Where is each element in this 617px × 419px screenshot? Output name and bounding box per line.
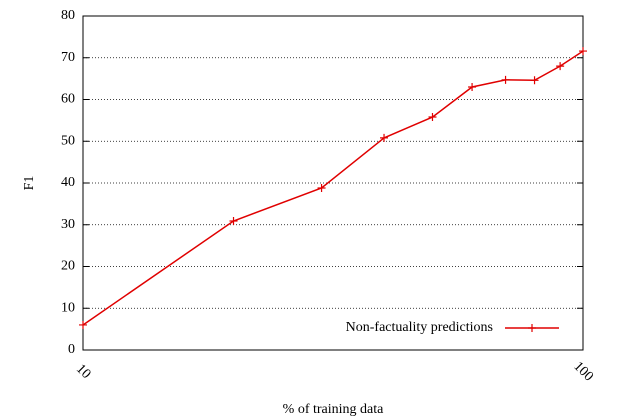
data-point bbox=[229, 216, 238, 225]
y-tick-label: 60 bbox=[61, 92, 75, 107]
y-tick-label: 20 bbox=[61, 259, 75, 274]
data-line bbox=[82, 50, 584, 326]
x-tick-label: 10 bbox=[73, 362, 94, 383]
y-tick-label: 10 bbox=[61, 300, 75, 315]
data-point bbox=[501, 75, 510, 84]
y-tick-label: 0 bbox=[68, 342, 75, 357]
data-point bbox=[556, 62, 565, 71]
data-point bbox=[579, 47, 587, 56]
data-point bbox=[317, 184, 326, 193]
y-tick-label: 80 bbox=[61, 8, 75, 23]
y-tick-label: 30 bbox=[61, 217, 75, 232]
y-axis-label: F1 bbox=[22, 176, 37, 191]
y-tick-label: 40 bbox=[61, 175, 75, 190]
x-tick-label: 100 bbox=[570, 359, 595, 384]
y-tick-label: 50 bbox=[61, 133, 75, 148]
legend-label: Non-factuality predictions bbox=[346, 320, 493, 335]
data-point bbox=[530, 76, 539, 85]
plot-frame bbox=[82, 15, 584, 351]
data-point bbox=[79, 320, 87, 329]
data-point bbox=[428, 113, 437, 122]
x-axis-label: % of training data bbox=[283, 402, 384, 417]
data-point bbox=[468, 82, 477, 91]
y-tick-label: 70 bbox=[61, 50, 75, 65]
data-point bbox=[380, 133, 389, 142]
legend-marker bbox=[528, 324, 536, 332]
